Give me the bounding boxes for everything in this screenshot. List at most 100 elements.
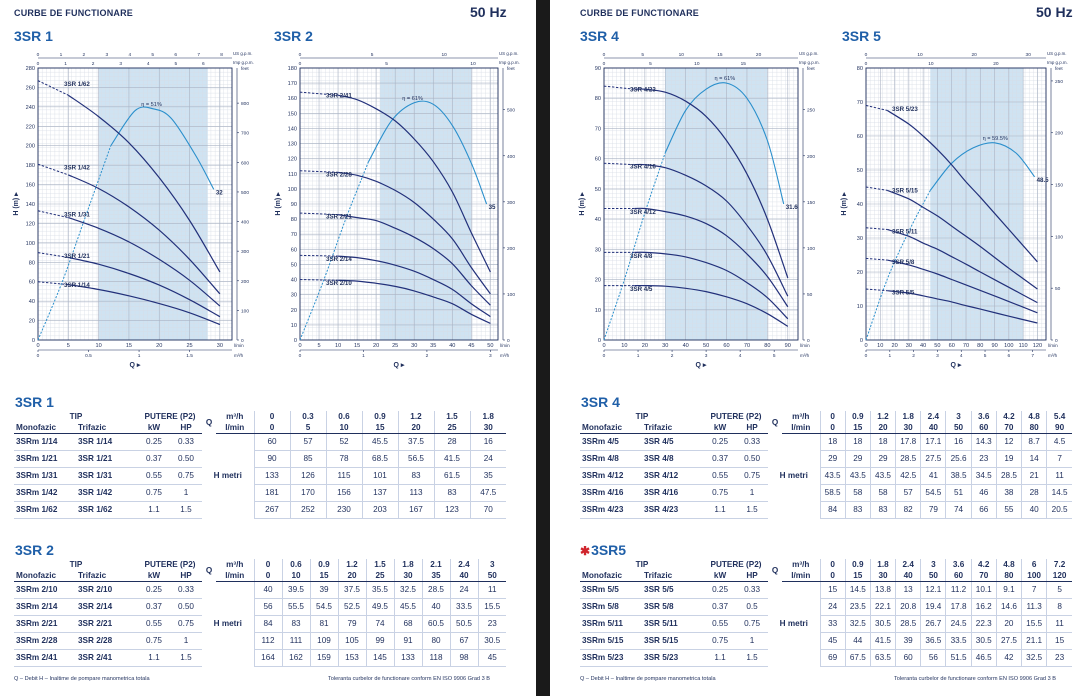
x-tick-label: 40 — [449, 343, 455, 349]
flow-lmin-cell: 100 — [1021, 570, 1047, 582]
header-hp: HP — [170, 422, 202, 434]
head-value-cell: 38.5 — [945, 467, 972, 485]
head-value-cell: 54.5 — [309, 598, 338, 616]
head-value-cell: 164 — [253, 649, 282, 667]
model-monofazic: 3SRm 5/15 — [580, 632, 643, 650]
head-value-cell: 109 — [309, 632, 338, 650]
right-axis-tick-label: 0 — [1055, 338, 1058, 344]
head-value-cell: 40 — [421, 598, 450, 616]
chart-3sr4: 0 10 20 30 40 50 60 70 80 90 0 10 20 30 40 50 60 70 80 90 l/… — [574, 46, 832, 376]
head-value-cell: 79 — [337, 615, 366, 633]
head-value-cell: 98 — [449, 649, 478, 667]
flow-lmin-cell: 50 — [945, 422, 972, 434]
head-value-cell: 74 — [945, 501, 972, 519]
table-title-3sr5: ✱3SR5 — [580, 542, 627, 558]
top-axis-2-unit: Imp g.p.m. — [233, 60, 254, 65]
model-monofazic: 3SRm 2/14 — [14, 598, 76, 616]
model-monofazic: 3SRm 2/28 — [14, 632, 76, 650]
table-title-3sr4: 3SR 4 — [581, 394, 620, 410]
operating-range-band — [665, 68, 768, 340]
model-monofazic: 3SRm 4/23 — [580, 501, 643, 519]
header-frequency: 50 Hz — [1036, 4, 1073, 20]
head-value-cell: 118 — [421, 649, 450, 667]
pump-curve-3sr-5-23 — [887, 109, 1038, 263]
x-unit-label: l/min — [800, 343, 810, 348]
y-tick-label: 10 — [595, 308, 601, 314]
right-axis-tick-label: 200 — [507, 246, 515, 252]
flow-m3h-cell: 7.2 — [1046, 559, 1072, 570]
head-value-cell: 101 — [361, 467, 398, 485]
pump-curve-label: 3SR 1/62 — [64, 81, 90, 88]
header-tip: TIP — [69, 412, 83, 421]
top-axis-1-tick-label: 0 — [603, 52, 606, 58]
power-hp: 0.50 — [736, 450, 769, 468]
x-tick-label: 20 — [891, 343, 897, 349]
pump-curve-label: 3SR 4/16 — [630, 164, 656, 171]
head-value-cell: 267 — [253, 501, 290, 519]
efficiency-end-label: 48.5 — [1037, 177, 1050, 184]
head-value-cell: 56 — [920, 649, 946, 667]
head-value-cell: 33.5 — [449, 598, 478, 616]
pump-curve-3sr-4-8 — [634, 251, 789, 320]
head-value-cell: 84 — [253, 615, 282, 633]
y-tick-label: 40 — [595, 217, 601, 223]
footnote-legend: Q – Debit H – Inaltime de pompare manome… — [14, 676, 150, 682]
y-tick-label: 260 — [26, 85, 35, 91]
x-tick-label: 5 — [317, 343, 320, 349]
top-axis-2-tick-label: 0 — [37, 61, 40, 67]
head-value-cell: 55 — [995, 501, 1022, 519]
model-trifazic: 3SR 1/21 — [76, 450, 138, 468]
y-tick-label: 10 — [857, 304, 863, 310]
right-axis-tick-label: 600 — [241, 160, 249, 166]
model-trifazic: 3SR 1/62 — [76, 501, 138, 519]
head-value-cell: 47.5 — [469, 484, 506, 502]
table-row: 3SRm 4/12 3SR 4/12 0.55 0.75 43.5 43.5 43.5 42.… — [580, 467, 1072, 485]
right-axis-tick-label: 300 — [507, 200, 515, 206]
head-value-cell: 70 — [469, 501, 506, 519]
top-axis-1-tick-label: 5 — [371, 52, 374, 58]
head-value-cell: 4.5 — [1046, 433, 1072, 451]
table-row: 3SRm 5/5 3SR 5/5 0.25 0.33 H metri 15 14.5 13.8… — [580, 581, 1072, 628]
efficiency-label: η = 59.5% — [983, 136, 1008, 142]
pump-curve-label: 3SR 2/21 — [326, 214, 352, 221]
x-tick-label: 50 — [703, 343, 709, 349]
x-tick-label: 0 — [298, 343, 301, 349]
head-value-cell: 99 — [365, 632, 394, 650]
flow-lmin-cell: 25 — [365, 570, 394, 582]
efficiency-end-label: 35 — [489, 204, 496, 211]
head-value-cell: 28 — [433, 433, 470, 451]
flow-lmin-cell: 30 — [393, 570, 422, 582]
pump-curve-3sr-4-16 — [634, 163, 789, 297]
head-value-cell: 133 — [253, 467, 290, 485]
head-value-cell: 24 — [819, 598, 846, 616]
head-value-cell: 22.3 — [970, 615, 997, 633]
head-value-cell: 30.5 — [970, 632, 997, 650]
right-axis-tick-label: 100 — [507, 292, 515, 298]
x-tick-label: 60 — [723, 343, 729, 349]
head-value-cell: 21.1 — [1021, 632, 1047, 650]
flow-lmin-cell: 10 — [281, 570, 310, 582]
header-kw: kW — [138, 570, 170, 582]
y-tick-label: 30 — [857, 236, 863, 242]
y-tick-label: 140 — [26, 202, 35, 208]
model-trifazic: 3SR 4/5 — [642, 433, 705, 451]
head-value-cell: 113 — [397, 484, 434, 502]
head-value-cell: 32.5 — [844, 615, 871, 633]
pump-curve-dashed-start — [603, 85, 635, 90]
x2-tick-label: 2 — [912, 353, 915, 359]
head-value-cell: 27.5 — [995, 632, 1022, 650]
power-kw: 1.1 — [138, 649, 170, 667]
x-axis-title: Q ▸ — [130, 362, 141, 369]
head-value-cell: 159 — [309, 649, 338, 667]
y-tick-label: 30 — [595, 247, 601, 253]
header-lmin: l/min — [216, 422, 254, 434]
header-m3h: m³/h — [792, 560, 810, 569]
pump-curve-dashed-start — [37, 80, 69, 96]
head-value-cell: 81 — [309, 615, 338, 633]
head-value-cell: 43.5 — [819, 467, 846, 485]
right-axis-tick-label: 800 — [241, 101, 249, 107]
top-axis-1-unit: US g.p.m. — [233, 51, 253, 56]
